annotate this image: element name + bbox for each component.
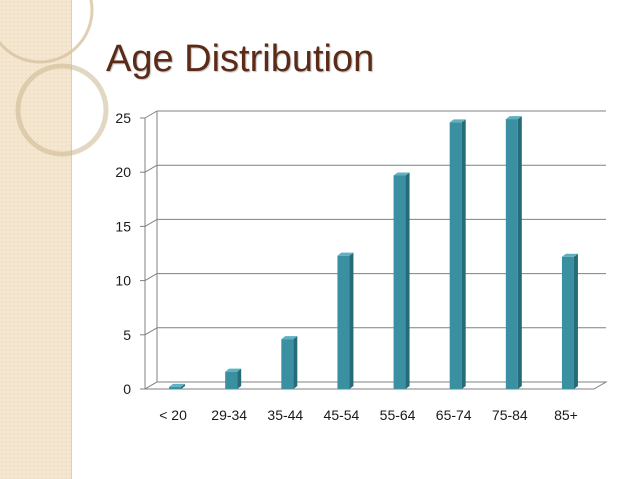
decorative-rings (0, 0, 109, 157)
gridline-connector (144, 218, 158, 227)
bar (225, 368, 242, 389)
bars-layer (169, 116, 578, 390)
bar-front (393, 175, 406, 389)
x-tick-label: 35-44 (267, 407, 303, 423)
bar (281, 336, 298, 389)
bar-top (337, 252, 354, 256)
bar-front (225, 371, 238, 389)
bar-side (461, 119, 466, 389)
bar-side (181, 383, 186, 389)
labels-layer: 0 5 10 15 20 25 < 20 29-34 35-44 45-54 55-64 65-74 7… (115, 110, 577, 423)
bar (337, 252, 354, 389)
chart-floor (143, 381, 608, 390)
gridline-connector (144, 110, 158, 119)
y-tick-label: 0 (123, 381, 131, 397)
y-tick-label: 5 (123, 327, 131, 343)
y-tick-label: 10 (115, 273, 131, 289)
grid-layer (143, 110, 608, 390)
decorative-ring-inner (15, 63, 109, 157)
x-tick-label: 55-64 (380, 407, 416, 423)
bar-side (349, 252, 354, 389)
bar (449, 119, 466, 389)
bar-top (505, 116, 522, 120)
bar-front (505, 119, 518, 390)
page-title: Age Distribution (106, 38, 375, 80)
bar-front (281, 339, 294, 389)
x-tick-label: 85+ (554, 407, 578, 423)
bar-top (449, 119, 466, 123)
bar-side (517, 116, 522, 390)
x-tick-label: 29-34 (211, 407, 247, 423)
bar-side (237, 368, 242, 389)
gridline-connector (144, 327, 158, 336)
bar (169, 383, 186, 389)
bar-top (281, 336, 298, 340)
bar-front (337, 255, 350, 389)
decorative-ring-outer (0, 0, 94, 64)
gridline-connector (144, 273, 158, 282)
x-tick-label: 65-74 (436, 407, 472, 423)
bar-top (393, 172, 410, 176)
axis-layer (140, 111, 158, 390)
y-tick-label: 15 (115, 218, 131, 234)
gridline-connector (144, 164, 158, 173)
bar (505, 116, 522, 390)
bar-top (225, 368, 242, 372)
x-tick-label: 75-84 (492, 407, 528, 423)
bar (393, 172, 410, 389)
bar-side (293, 336, 298, 389)
bar-top (561, 253, 578, 257)
bar (561, 253, 578, 389)
bar-top (169, 383, 186, 387)
bar-side (573, 253, 578, 389)
y-tick-label: 20 (115, 164, 131, 180)
bar-front (449, 122, 462, 389)
x-tick-label: 45-54 (324, 407, 360, 423)
bar-front (561, 256, 574, 389)
bar-front (169, 386, 182, 389)
decorative-side-band (0, 0, 72, 479)
y-tick-label: 25 (115, 110, 131, 126)
x-tick-label: < 20 (159, 407, 187, 423)
bar-side (405, 172, 410, 389)
